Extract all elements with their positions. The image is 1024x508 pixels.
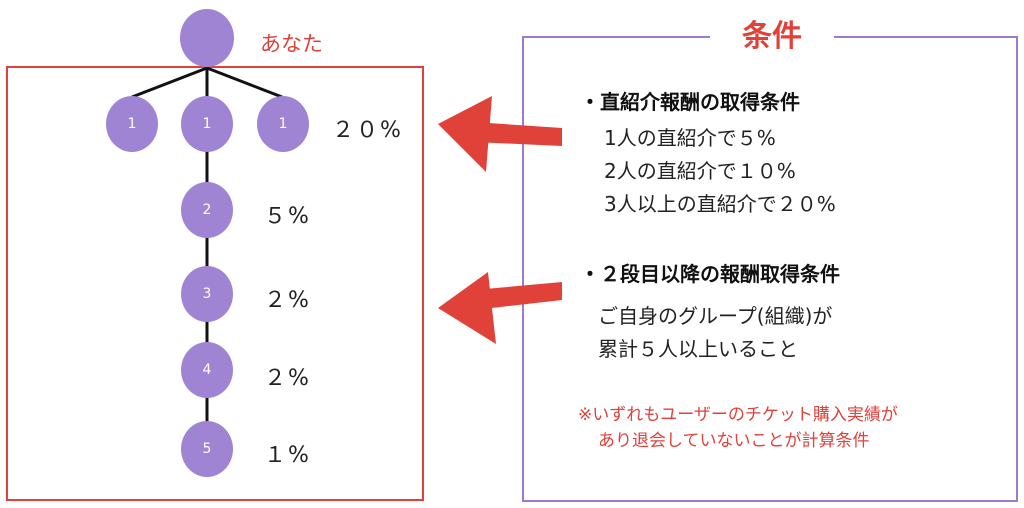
you-label: あなた bbox=[260, 32, 323, 56]
level4-percent: ２% bbox=[264, 366, 311, 391]
connector-root-left bbox=[131, 66, 208, 99]
level3-node: 3 bbox=[181, 266, 233, 322]
level2-node: 2 bbox=[181, 182, 233, 238]
arrow-to-level1 bbox=[438, 96, 562, 172]
level1-node-right: 1 bbox=[257, 96, 309, 152]
lower-reward-line-1: ご自身のグループ(組織)が bbox=[598, 304, 833, 328]
conditions-title: 条件 bbox=[710, 16, 834, 60]
level5-node: 5 bbox=[181, 421, 233, 477]
level1-node-left: 1 bbox=[106, 96, 158, 152]
lower-reward-heading: ・２段目以降の報酬取得条件 bbox=[580, 262, 840, 286]
level1-percent: ２０% bbox=[332, 118, 403, 143]
direct-reward-line-3: 3人以上の直紹介で２０% bbox=[604, 192, 836, 216]
level3-percent: ２% bbox=[264, 288, 311, 313]
connector-root-right bbox=[206, 66, 283, 99]
referral-tree-frame bbox=[6, 66, 424, 501]
condition-note-line-2: あり退会していないことが計算条件 bbox=[598, 431, 870, 451]
direct-reward-heading: ・直紹介報酬の取得条件 bbox=[580, 90, 800, 114]
level4-node: 4 bbox=[181, 342, 233, 398]
you-node bbox=[180, 9, 234, 67]
level2-percent: ５% bbox=[264, 204, 311, 229]
arrow-to-lower-levels bbox=[438, 272, 562, 344]
lower-reward-line-2: 累計５人以上いること bbox=[598, 337, 798, 361]
direct-reward-line-1: 1人の直紹介で５% bbox=[604, 126, 776, 150]
level1-node-center: 1 bbox=[181, 96, 233, 152]
direct-reward-line-2: 2人の直紹介で１０% bbox=[604, 159, 796, 183]
level5-percent: １% bbox=[264, 443, 311, 468]
condition-note-line-1: ※いずれもユーザーのチケット購入実績が bbox=[578, 405, 898, 425]
